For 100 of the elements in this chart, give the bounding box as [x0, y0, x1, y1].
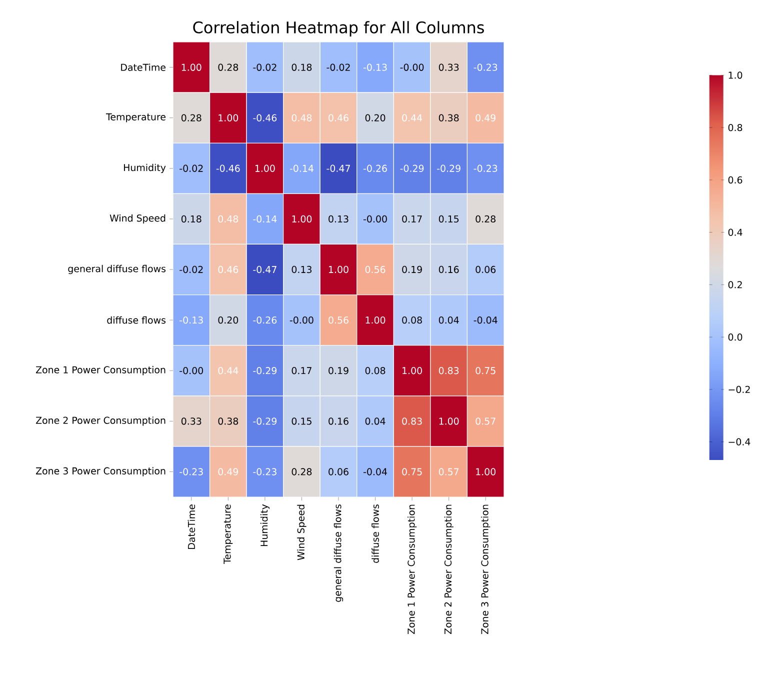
x-tick-label: Zone 1 Power Consumption [407, 504, 417, 634]
data-label: -0.29 [400, 164, 424, 172]
data-label: 1.00 [476, 468, 496, 476]
y-tick-label: Zone 1 Power Consumption [36, 366, 166, 376]
data-label: 0.49 [476, 114, 496, 122]
data-label: 1.00 [402, 367, 422, 374]
data-label: -0.23 [253, 468, 276, 476]
x-tick-label: DateTime [188, 504, 196, 549]
data-label: 0.06 [476, 266, 496, 274]
data-label: 0.04 [438, 316, 459, 324]
data-label: 0.56 [365, 266, 386, 274]
data-label: 0.33 [438, 64, 459, 71]
data-label: 0.46 [218, 266, 238, 274]
data-label: 1.00 [292, 215, 312, 223]
data-label: -0.47 [253, 266, 276, 274]
data-label: 0.04 [365, 418, 386, 425]
data-label: 0.56 [328, 316, 348, 324]
data-label: 0.38 [438, 114, 459, 122]
data-label: 1.00 [439, 418, 459, 425]
data-label: -0.13 [180, 316, 203, 324]
data-label: -0.47 [326, 164, 350, 172]
data-label: 0.33 [181, 418, 202, 425]
data-label: -0.00 [180, 367, 203, 374]
data-label: 1.00 [329, 266, 348, 274]
data-label: 0.19 [402, 266, 422, 274]
color-bar-label: 0.4 [728, 228, 742, 236]
data-label: -0.00 [400, 64, 424, 71]
data-label: -0.29 [253, 418, 277, 425]
data-label: -0.29 [253, 367, 277, 374]
y-tick-label: Temperature [106, 113, 166, 122]
data-label: 0.17 [402, 215, 422, 223]
data-label: 0.44 [218, 367, 238, 374]
data-label: 0.48 [292, 114, 312, 122]
data-label: 0.06 [328, 468, 348, 476]
data-label: 0.08 [402, 316, 422, 324]
color-bar-label: 0.0 [728, 334, 742, 341]
data-label: 0.44 [402, 114, 422, 122]
y-tick-label: Humidity [124, 164, 166, 173]
x-tick-label: Humidity [260, 504, 270, 546]
data-label: -0.02 [180, 266, 203, 274]
data-label: 0.28 [292, 468, 312, 476]
data-label: 0.13 [328, 215, 348, 223]
data-label: -0.26 [364, 164, 387, 172]
color-bar-label: −0.4 [728, 438, 750, 446]
data-label: -0.00 [290, 316, 314, 324]
data-label: 0.20 [218, 316, 238, 324]
data-label: 0.28 [218, 64, 238, 71]
data-label: 0.18 [292, 64, 312, 71]
data-label: -0.23 [474, 64, 498, 71]
data-label: 0.16 [328, 418, 348, 425]
data-label: 0.17 [292, 367, 312, 374]
data-label: 1.00 [218, 114, 238, 122]
data-label: 0.15 [292, 418, 312, 425]
color-bar-label: 1.0 [728, 72, 742, 79]
x-tick-label: Zone 2 Power Consumption [444, 504, 454, 634]
y-tick-label: general diffuse flows [68, 264, 166, 274]
data-label: -0.02 [180, 164, 203, 172]
x-tick-label: general diffuse flows [334, 504, 344, 602]
data-label: 0.57 [438, 468, 459, 476]
data-label: 0.75 [402, 468, 422, 476]
data-label: -0.46 [216, 164, 240, 172]
data-label: 0.57 [476, 418, 496, 425]
color-bar-label: −0.2 [728, 386, 750, 394]
data-label: -0.00 [364, 215, 387, 223]
data-label: -0.23 [180, 468, 203, 476]
data-label: 1.00 [182, 64, 202, 71]
data-label: -0.23 [474, 164, 498, 172]
data-label: -0.14 [290, 164, 314, 172]
data-label: 0.19 [328, 367, 348, 374]
data-label: 0.18 [181, 215, 202, 223]
data-label: 0.28 [181, 114, 202, 122]
data-label: -0.13 [364, 64, 387, 71]
data-label: 1.00 [255, 164, 275, 172]
y-tick-label: diffuse flows [107, 316, 166, 324]
y-tick-label: Zone 3 Power Consumption [36, 467, 166, 476]
chart-title: Correlation Heatmap for All Columns [193, 21, 484, 37]
data-label: 0.20 [365, 114, 386, 122]
y-tick-label: Zone 2 Power Consumption [36, 416, 166, 426]
data-label: 1.00 [366, 316, 386, 324]
data-label: 0.16 [438, 266, 459, 274]
data-label: -0.46 [253, 114, 277, 122]
data-label: -0.14 [253, 215, 277, 223]
x-tick-label: Temperature [224, 504, 233, 564]
color-bar-label: 0.2 [728, 281, 742, 288]
y-tick-label: DateTime [121, 64, 166, 71]
data-label: 0.83 [402, 418, 422, 425]
data-label: 0.83 [438, 367, 459, 374]
data-label: 0.38 [218, 418, 238, 425]
x-tick-label: diffuse flows [372, 504, 379, 563]
data-label: -0.04 [474, 316, 498, 324]
data-label: -0.02 [326, 64, 350, 71]
data-label: -0.04 [364, 468, 387, 476]
data-label: 0.49 [218, 468, 238, 476]
data-label: 0.28 [476, 215, 496, 223]
data-label: 0.15 [438, 215, 459, 223]
x-tick-label: Wind Speed [297, 504, 306, 560]
data-label: 0.08 [365, 367, 386, 374]
color-bar-label: 0.6 [728, 176, 742, 184]
x-tick-label: Zone 3 Power Consumption [481, 504, 490, 634]
data-label: 0.48 [218, 215, 238, 223]
